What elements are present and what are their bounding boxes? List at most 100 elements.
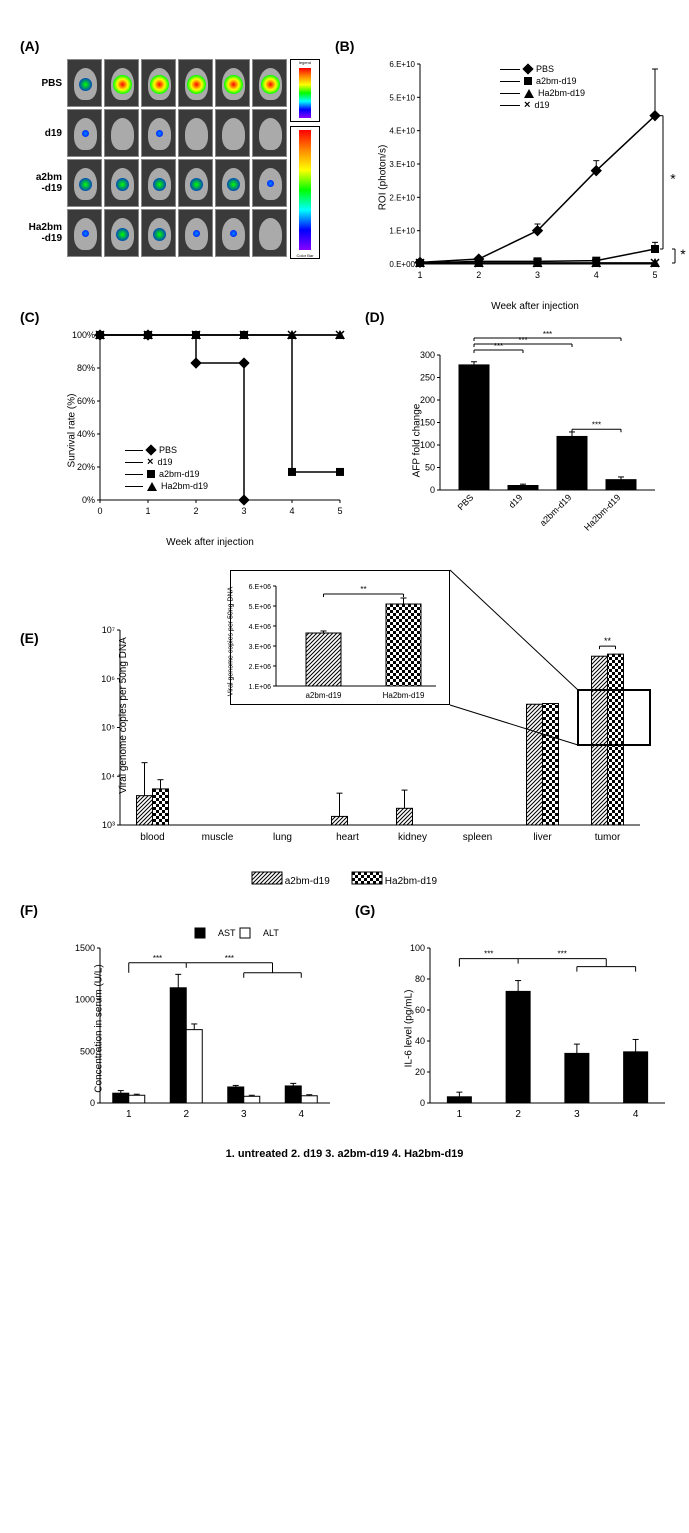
svg-text:3: 3	[574, 1109, 580, 1120]
svg-text:***: ***	[494, 342, 503, 351]
svg-text:2: 2	[515, 1109, 521, 1120]
svg-text:3.E+06: 3.E+06	[249, 644, 271, 651]
svg-text:2.E+10: 2.E+10	[389, 193, 415, 202]
svg-text:2: 2	[183, 1109, 189, 1120]
figure: (A) PBSd19a2bm-d19Ha2bm-d19 legend Color…	[0, 18, 689, 1180]
chart-f: 0500100015001234ASTALT****** Concentrati…	[70, 923, 340, 1123]
svg-text:3.E+10: 3.E+10	[389, 160, 415, 169]
panel-a: (A) PBSd19a2bm-d19Ha2bm-d19 legend Color…	[20, 38, 320, 284]
chart-g: 0204060801001234****** IL-6 level (pg/mL…	[405, 923, 675, 1123]
svg-text:3: 3	[241, 506, 246, 516]
svg-text:*: *	[670, 171, 676, 187]
e-ylabel: Viral genome copies per 50ng DNA	[118, 637, 129, 794]
svg-text:AST: AST	[218, 928, 236, 938]
svg-text:d19: d19	[507, 492, 525, 510]
legend-c: PBS×d19a2bm-d19Ha2bm-d19	[125, 445, 208, 493]
legend-b: PBSa2bm-d19Ha2bm-d19×d19	[500, 64, 585, 112]
svg-text:**: **	[604, 636, 612, 646]
svg-text:a2bm-d19: a2bm-d19	[305, 691, 342, 700]
svg-text:0%: 0%	[82, 495, 95, 505]
svg-text:5: 5	[337, 506, 342, 516]
row-cd: (C) 0%20%40%60%80%100%012345 Survival ra…	[20, 309, 669, 540]
svg-text:2: 2	[193, 506, 198, 516]
svg-text:3: 3	[241, 1109, 247, 1120]
panel-f: (F) 0500100015001234ASTALT****** Concent…	[20, 902, 340, 1123]
svg-text:***: ***	[558, 950, 567, 959]
svg-text:300: 300	[420, 350, 435, 360]
legend-e: a2bm-d19 Ha2bm-d19	[20, 872, 669, 887]
svg-text:40: 40	[415, 1036, 425, 1046]
svg-text:5.E+10: 5.E+10	[389, 93, 415, 102]
svg-text:20%: 20%	[77, 462, 95, 472]
svg-text:10⁵: 10⁵	[101, 723, 115, 733]
svg-text:1: 1	[126, 1109, 132, 1120]
svg-text:6.E+06: 6.E+06	[249, 584, 271, 591]
svg-text:***: ***	[543, 330, 552, 339]
mice-grid: PBSd19a2bm-d19Ha2bm-d19	[20, 59, 287, 259]
svg-text:1.E+06: 1.E+06	[249, 684, 271, 691]
svg-text:60%: 60%	[77, 396, 95, 406]
svg-text:1: 1	[457, 1109, 463, 1120]
svg-text:kidney: kidney	[398, 832, 427, 843]
svg-text:1: 1	[417, 270, 422, 280]
svg-text:60: 60	[415, 1005, 425, 1015]
svg-text:100%: 100%	[72, 330, 95, 340]
svg-text:tumor: tumor	[595, 832, 621, 843]
svg-text:2: 2	[476, 270, 481, 280]
svg-text:*: *	[680, 246, 686, 262]
legend-e-1: a2bm-d19	[285, 876, 330, 887]
chart-b: 0.E+001.E+102.E+103.E+104.E+105.E+106.E+…	[385, 59, 685, 284]
row-ab: (A) PBSd19a2bm-d19Ha2bm-d19 legend Color…	[20, 38, 669, 284]
svg-text:10⁶: 10⁶	[101, 674, 115, 684]
svg-text:80: 80	[415, 974, 425, 984]
svg-text:20: 20	[415, 1067, 425, 1077]
svg-text:4.E+10: 4.E+10	[389, 127, 415, 136]
chart-d: 050100150200250300PBSd19a2bm-d19Ha2bm-d1…	[415, 330, 665, 540]
panel-g: (G) 0204060801001234****** IL-6 level (p…	[355, 902, 675, 1123]
svg-text:0: 0	[420, 1098, 425, 1108]
svg-text:40%: 40%	[77, 429, 95, 439]
svg-text:**: **	[360, 585, 366, 594]
svg-text:0.E+00: 0.E+00	[389, 260, 415, 269]
svg-text:100: 100	[410, 943, 425, 953]
svg-text:5: 5	[652, 270, 657, 280]
colorbar-bottom: Color Bar	[290, 126, 320, 259]
svg-text:1000: 1000	[75, 995, 95, 1005]
panel-a-label: (A)	[20, 38, 320, 54]
svg-text:80%: 80%	[77, 363, 95, 373]
svg-text:***: ***	[484, 950, 493, 959]
svg-text:Ha2bm-d19: Ha2bm-d19	[383, 691, 425, 700]
inset-ylabel: Viral genome copies per 50ng DNA	[227, 586, 234, 696]
svg-text:muscle: muscle	[202, 832, 234, 843]
inset-e: 1.E+062.E+063.E+064.E+065.E+066.E+06a2bm…	[230, 570, 450, 705]
svg-text:spleen: spleen	[463, 832, 492, 843]
svg-text:10⁴: 10⁴	[101, 771, 115, 781]
svg-text:lung: lung	[273, 832, 292, 843]
svg-text:4: 4	[298, 1109, 304, 1120]
svg-text:***: ***	[153, 954, 162, 963]
d-ylabel: AFP fold change	[411, 404, 422, 478]
panel-b-label: (B)	[335, 38, 685, 54]
svg-text:5.E+06: 5.E+06	[249, 604, 271, 611]
svg-text:50: 50	[425, 463, 435, 473]
svg-text:***: ***	[518, 336, 527, 345]
panel-d: (D) 050100150200250300PBSd19a2bm-d19Ha2b…	[365, 309, 669, 540]
svg-text:blood: blood	[140, 832, 164, 843]
svg-text:4: 4	[289, 506, 294, 516]
panel-d-label: (D)	[365, 309, 669, 325]
svg-text:3: 3	[535, 270, 540, 280]
svg-text:6.E+10: 6.E+10	[389, 60, 415, 69]
row-fg: (F) 0500100015001234ASTALT****** Concent…	[20, 902, 669, 1123]
svg-text:10⁷: 10⁷	[102, 625, 115, 635]
c-xlabel: Week after injection	[166, 537, 254, 548]
colorbar-top: legend	[290, 59, 320, 122]
svg-text:1: 1	[145, 506, 150, 516]
panel-b: (B) 0.E+001.E+102.E+103.E+104.E+105.E+10…	[335, 38, 685, 284]
svg-text:liver: liver	[533, 832, 552, 843]
panel-g-label: (G)	[355, 902, 675, 918]
svg-text:heart: heart	[336, 832, 359, 843]
svg-text:Ha2bm-d19: Ha2bm-d19	[582, 492, 622, 532]
svg-text:4: 4	[633, 1109, 639, 1120]
c-ylabel: Survival rate (%)	[66, 394, 77, 468]
svg-text:4: 4	[594, 270, 599, 280]
